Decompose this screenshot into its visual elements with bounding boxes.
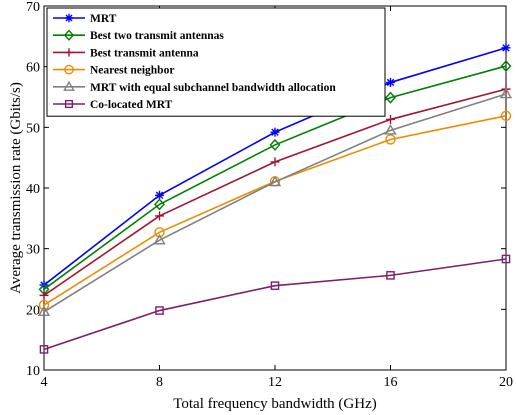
y-tick-label: 30 — [26, 243, 40, 258]
data-point — [385, 134, 396, 145]
data-point — [268, 175, 282, 187]
legend-item: Nearest neighbor — [53, 65, 174, 77]
x-tick-label: 4 — [41, 375, 48, 390]
axis-ticks: 4 8 12 16 20 10 20 30 40 50 60 70 — [26, 0, 513, 390]
legend-item: Co-located MRT — [53, 99, 173, 111]
series-mrt-with-equal-subchannel-bandwidth-allocation — [37, 87, 513, 317]
data-point — [39, 345, 49, 354]
data-point — [39, 290, 49, 300]
data-point — [386, 271, 395, 280]
data-point — [38, 299, 50, 311]
data-point — [153, 233, 166, 245]
series-co-located-mrt — [39, 254, 511, 354]
data-point — [501, 254, 511, 264]
data-point — [499, 87, 513, 99]
series-line — [43, 65, 507, 290]
data-point — [501, 43, 511, 53]
x-tick-label: 8 — [156, 375, 163, 390]
y-tick-label: 20 — [26, 303, 40, 318]
legend-label: Nearest neighbor — [90, 65, 174, 77]
data-point — [386, 114, 395, 124]
y-tick-label: 60 — [26, 61, 40, 76]
data-point — [154, 227, 165, 238]
y-tick-label: 50 — [26, 121, 40, 136]
legend-marker — [63, 29, 75, 41]
legend-item: Best two transmit antennas — [53, 29, 224, 42]
legend-marker — [64, 64, 74, 75]
legend-label: Co-located MRT — [90, 99, 173, 111]
data-point — [37, 305, 51, 317]
legend-marker — [64, 48, 74, 57]
legend-marker — [64, 99, 74, 109]
legend-label: Best transmit antenna — [90, 47, 199, 59]
data-point — [385, 91, 396, 104]
x-axis-label: Total frequency bandwidth (GHz) — [173, 396, 376, 412]
data-point — [500, 110, 512, 122]
series-lines — [37, 43, 513, 354]
legend-item: MRT with equal subchannel bandwidth allo… — [53, 80, 336, 94]
data-point — [154, 198, 165, 211]
legend-label: MRT with equal subchannel bandwidth allo… — [90, 82, 336, 94]
y-axis-label: Average transmission rate (Gbits/s) — [8, 82, 24, 294]
legend-label: MRT — [90, 13, 117, 25]
legend-marker — [63, 80, 75, 91]
data-point — [270, 157, 280, 167]
data-point — [500, 60, 512, 73]
legend-marker — [64, 13, 74, 23]
legend: MRT Best two transmit antennas Best transm… — [46, 7, 386, 117]
data-point — [386, 77, 395, 87]
data-point — [155, 190, 164, 200]
series-line — [43, 258, 507, 351]
data-point — [270, 127, 280, 137]
x-tick-label: 12 — [268, 375, 282, 390]
data-point — [269, 138, 281, 151]
series-best-two-transmit-antennas — [38, 60, 512, 296]
data-point — [155, 211, 164, 221]
legend-box — [46, 7, 386, 117]
y-tick-label: 70 — [26, 0, 40, 15]
series-line — [43, 93, 507, 313]
data-point — [155, 306, 164, 315]
series-best-transmit-antenna — [39, 84, 511, 300]
legend-item: MRT — [53, 13, 117, 25]
data-point — [384, 124, 397, 135]
x-tick-label: 20 — [499, 375, 513, 390]
data-point — [270, 281, 280, 290]
legend-item: Best transmit antenna — [53, 47, 199, 59]
legend-label: Best two transmit antennas — [90, 30, 224, 42]
y-tick-label: 10 — [26, 364, 40, 379]
x-tick-label: 16 — [384, 375, 398, 390]
y-tick-label: 40 — [26, 182, 40, 197]
